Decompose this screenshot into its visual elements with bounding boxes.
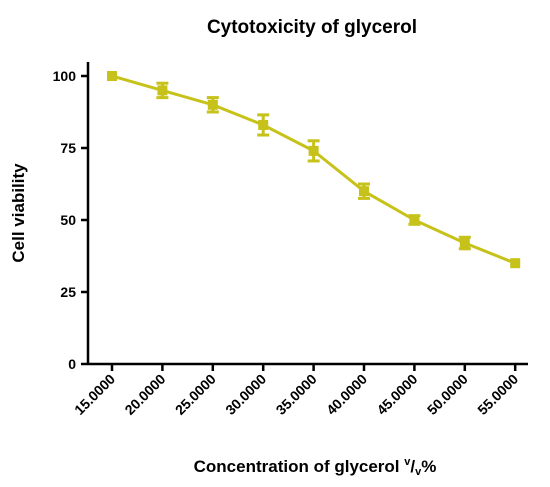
data-point: [258, 119, 269, 130]
x-axis-label-end: %: [421, 457, 436, 476]
y-axis-label: Cell viability: [9, 163, 28, 263]
x-tick-label: 20.0000: [121, 371, 168, 418]
axes: [86, 62, 528, 366]
ticks: 0 25 50 75 100 15.0000 20.0000 25.0000 30.0000 35…: [53, 68, 522, 418]
x-tick-label: 55.0000: [474, 371, 521, 418]
data-point: [107, 71, 117, 81]
x-tick-label: 45.0000: [373, 371, 420, 418]
x-axis-label-sub: v: [415, 466, 422, 478]
series: [107, 71, 521, 269]
x-tick-label: 40.0000: [323, 371, 370, 418]
data-point: [308, 145, 319, 156]
x-tick-label: 35.0000: [273, 371, 320, 418]
y-tick-label: 100: [53, 68, 77, 84]
data-point: [157, 85, 168, 96]
x-tick-label: 50.0000: [424, 371, 471, 418]
data-point: [510, 258, 521, 269]
y-tick-label: 75: [60, 140, 76, 156]
x-axis-label-main: Concentration of glycerol: [194, 457, 405, 476]
chart-title: Cytotoxicity of glycerol: [207, 17, 417, 38]
data-point: [409, 215, 420, 225]
x-axis-label-slash: /: [410, 457, 415, 476]
x-tick-label: 25.0000: [172, 371, 219, 418]
data-point: [459, 238, 470, 249]
y-tick-label: 25: [60, 284, 76, 300]
x-axis-label-sup: v: [404, 456, 411, 468]
x-tick-label: 15.0000: [71, 371, 118, 418]
y-tick-label: 50: [60, 212, 76, 228]
data-point: [207, 99, 218, 110]
series-line: [111, 74, 516, 265]
x-axis-label: Concentration of glycerol v/v%: [194, 456, 437, 478]
x-tick-label: 30.0000: [222, 371, 269, 418]
data-point: [359, 186, 369, 197]
y-tick-label: 0: [68, 356, 76, 372]
